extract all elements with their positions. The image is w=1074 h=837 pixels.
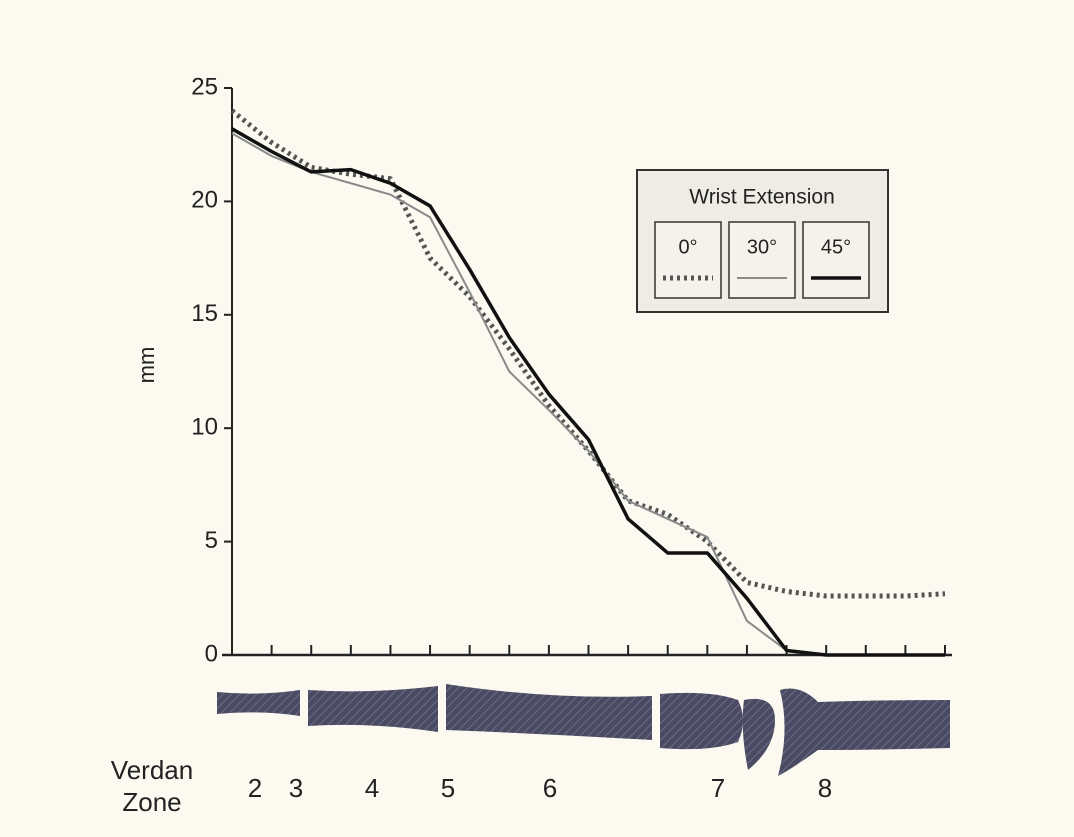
y-tick-label: 15: [191, 300, 218, 327]
y-tick-label: 5: [205, 527, 218, 554]
x-axis-label: Zone: [122, 787, 181, 817]
zone-label: 4: [365, 773, 379, 803]
legend-entry-box: [654, 221, 722, 299]
y-tick-label: 0: [205, 640, 218, 667]
legend-entry-box: [728, 221, 796, 299]
x-axis-label: Verdan: [111, 755, 193, 785]
zone-label: 6: [543, 773, 557, 803]
zone-label: 3: [289, 773, 303, 803]
y-tick-label: 10: [191, 414, 218, 441]
y-tick-label: 25: [191, 73, 218, 100]
bone-illustration: [217, 684, 950, 776]
legend-label: 0°: [678, 236, 697, 258]
zone-label: 8: [818, 773, 832, 803]
data-line: [231, 127, 945, 657]
zone-label: 5: [441, 773, 455, 803]
legend-label: 45°: [821, 236, 851, 258]
legend-label: 30°: [747, 236, 777, 258]
legend-entry-box: [802, 221, 870, 299]
y-tick-label: 20: [191, 187, 218, 214]
y-axis-label: mm: [134, 347, 159, 384]
legend-title: Wrist Extension: [689, 186, 835, 209]
data-line: [230, 108, 946, 599]
zone-label: 2: [248, 773, 262, 803]
zone-label: 7: [711, 773, 725, 803]
